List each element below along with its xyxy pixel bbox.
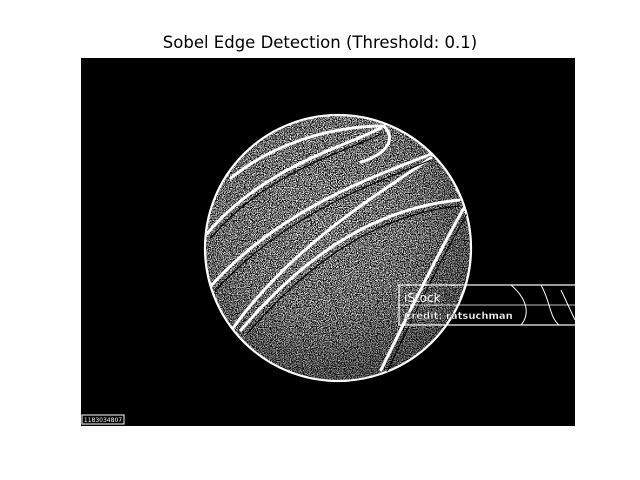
- watermark-brand: iStock: [404, 291, 441, 305]
- figure-title: Sobel Edge Detection (Threshold: 0.1): [162, 33, 478, 52]
- ball-body: [203, 113, 473, 383]
- edge-image: iStock Credit: ratsuchman 1183034807: [81, 58, 575, 426]
- image-id-code: 1183034807: [84, 417, 122, 424]
- istock-watermark: iStock Credit: ratsuchman: [398, 284, 575, 326]
- watermark-credit-label: Credit:: [404, 311, 446, 322]
- edge-map-svg: iStock Credit: ratsuchman 1183034807: [81, 113, 575, 425]
- watermark-credit: Credit: ratsuchman: [404, 311, 513, 322]
- ball-seam-shadows: [210, 133, 468, 373]
- watermark-credit-name: ratsuchman: [446, 311, 513, 322]
- image-id-tag: 1183034807: [81, 414, 125, 425]
